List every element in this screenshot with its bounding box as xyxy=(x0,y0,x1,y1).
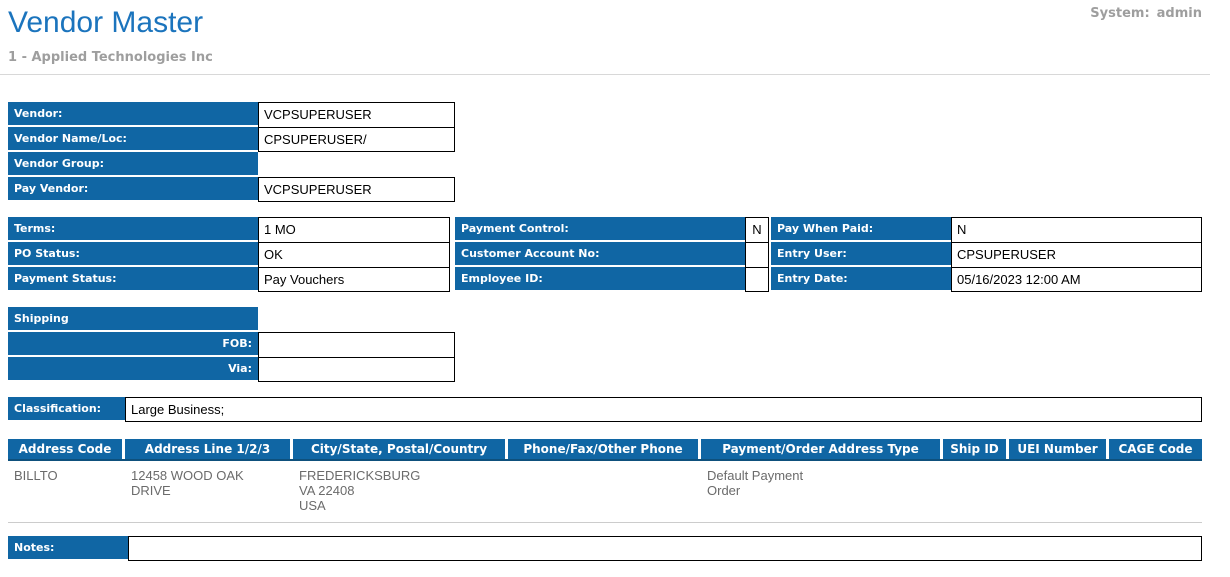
city-line: FREDERICKSBURG xyxy=(299,468,421,483)
employee-id-field[interactable] xyxy=(745,267,769,292)
via-label: Via: xyxy=(8,357,258,380)
cell-city-state: FREDERICKSBURG VA 22408 USA xyxy=(293,466,505,513)
terms-row: Terms: 1 MO Payment Control: N Pay When … xyxy=(8,217,1202,242)
col-header-uei-number: UEI Number xyxy=(1009,439,1106,459)
pay-vendor-row: Pay Vendor: VCPSUPERUSER xyxy=(8,177,1202,202)
cell-phone xyxy=(508,466,698,513)
cell-address-line: 12458 WOOD OAK DRIVE xyxy=(131,468,244,498)
notes-label: Notes: xyxy=(8,536,128,559)
classification-section: Classification: Large Business; xyxy=(8,397,1202,422)
page-title: Vendor Master xyxy=(8,6,204,39)
vendor-breadcrumb: 1 - Applied Technologies Inc xyxy=(8,50,213,65)
customer-account-no-label: Customer Account No: xyxy=(455,242,745,265)
cell-ship-id xyxy=(943,466,1006,513)
entry-date-field[interactable]: 05/16/2023 12:00 AM xyxy=(951,267,1202,292)
payment-status-field[interactable]: Pay Vouchers xyxy=(258,267,450,292)
po-status-field[interactable]: OK xyxy=(258,242,450,267)
col-header-cage-code: CAGE Code xyxy=(1109,439,1202,459)
pay-when-paid-field[interactable]: N xyxy=(951,217,1202,242)
shipping-header-row: Shipping xyxy=(8,307,1202,332)
page-header: Vendor Master System: admin 1 - Applied T… xyxy=(8,0,1202,65)
vendor-name-loc-field[interactable]: CPSUPERUSER/ xyxy=(258,127,455,152)
po-status-row: PO Status: OK Customer Account No: Entry… xyxy=(8,242,1202,267)
pay-vendor-label: Pay Vendor: xyxy=(8,177,258,200)
notes-field[interactable] xyxy=(128,536,1202,561)
entry-user-label: Entry User: xyxy=(771,242,951,265)
pay-vendor-field[interactable]: VCPSUPERUSER xyxy=(258,177,455,202)
col-header-city-state: City/State, Postal/Country xyxy=(293,439,505,459)
vendor-field[interactable]: VCPSUPERUSER xyxy=(258,102,455,127)
col-header-ship-id: Ship ID xyxy=(943,439,1006,459)
vendor-name-loc-label: Vendor Name/Loc: xyxy=(8,127,258,150)
payment-control-label: Payment Control: xyxy=(455,217,745,240)
payment-type-line: Default Payment xyxy=(707,468,804,483)
fob-row: FOB: xyxy=(8,332,1202,357)
payment-status-label: Payment Status: xyxy=(8,267,258,290)
classification-field[interactable]: Large Business; xyxy=(125,397,1202,422)
state-postal-line: VA 22408 xyxy=(299,483,355,498)
system-value: admin xyxy=(1156,6,1202,21)
payment-control-field[interactable]: N xyxy=(745,217,769,242)
fob-field[interactable] xyxy=(258,332,455,357)
pay-when-paid-label: Pay When Paid: xyxy=(771,217,951,240)
payment-status-row: Payment Status: Pay Vouchers Employee ID… xyxy=(8,267,1202,292)
vendor-group-row: Vendor Group: xyxy=(8,152,1202,177)
system-indicator: System: admin xyxy=(1090,6,1202,21)
address-table: Address Code Address Line 1/2/3 City/Sta… xyxy=(8,439,1202,523)
vendor-row: Vendor: VCPSUPERUSER xyxy=(8,102,1202,127)
header-divider xyxy=(0,74,1210,75)
col-header-address-line: Address Line 1/2/3 xyxy=(125,439,290,459)
terms-label: Terms: xyxy=(8,217,258,240)
fob-label: FOB: xyxy=(8,332,258,355)
vendor-name-loc-row: Vendor Name/Loc: CPSUPERUSER/ xyxy=(8,127,1202,152)
address-table-header: Address Code Address Line 1/2/3 City/Sta… xyxy=(8,439,1202,461)
col-header-payment-order-type: Payment/Order Address Type xyxy=(701,439,940,459)
notes-section: Notes: xyxy=(8,536,1202,561)
entry-date-label: Entry Date: xyxy=(771,267,951,290)
col-header-phone: Phone/Fax/Other Phone xyxy=(508,439,698,459)
employee-id-label: Employee ID: xyxy=(455,267,745,290)
system-label: System: xyxy=(1090,6,1150,21)
via-row: Via: xyxy=(8,357,1202,382)
customer-account-no-field[interactable] xyxy=(745,242,769,267)
terms-field[interactable]: 1 MO xyxy=(258,217,450,242)
cell-cage-code xyxy=(1109,466,1202,513)
country-line: USA xyxy=(299,498,326,513)
shipping-section: Shipping FOB: Via: xyxy=(8,307,1202,382)
cell-payment-order-type: Default Payment Order xyxy=(701,466,940,513)
classification-row: Classification: Large Business; xyxy=(8,397,1202,422)
col-header-address-code: Address Code xyxy=(8,439,122,459)
notes-row: Notes: xyxy=(8,536,1202,561)
order-type-line: Order xyxy=(707,483,741,498)
po-status-label: PO Status: xyxy=(8,242,258,265)
entry-user-field[interactable]: CPSUPERUSER xyxy=(951,242,1202,267)
shipping-section-label: Shipping xyxy=(8,307,258,330)
terms-section: Terms: 1 MO Payment Control: N Pay When … xyxy=(8,217,1202,292)
cell-address-code: BILLTO xyxy=(14,468,58,483)
address-table-row[interactable]: BILLTO 12458 WOOD OAK DRIVE FREDERICKSBU… xyxy=(8,461,1202,523)
cell-uei-number xyxy=(1009,466,1106,513)
vendor-group-label: Vendor Group: xyxy=(8,152,258,175)
classification-label: Classification: xyxy=(8,397,125,420)
via-field[interactable] xyxy=(258,357,455,382)
vendor-info-section: Vendor: VCPSUPERUSER Vendor Name/Loc: CP… xyxy=(8,102,1202,202)
vendor-label: Vendor: xyxy=(8,102,258,125)
